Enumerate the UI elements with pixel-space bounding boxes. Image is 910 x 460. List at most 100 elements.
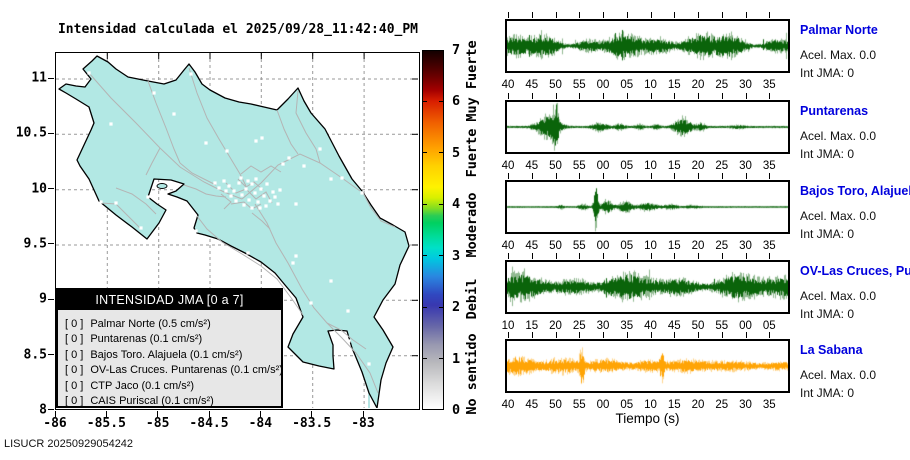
waveform-trace xyxy=(507,182,788,232)
axis-ticks xyxy=(505,253,790,260)
axis-tick xyxy=(532,12,533,18)
axis-tick xyxy=(422,255,427,257)
station-marker xyxy=(276,202,280,206)
station-marker xyxy=(222,179,226,183)
station-marker xyxy=(229,194,233,198)
map-inner-ticks xyxy=(106,53,418,357)
time-tick-label: 30 xyxy=(596,320,610,332)
time-tick-label: 15 xyxy=(667,240,681,252)
seismogram-row-bajos-toro: 40 45 50 55 00 05 10 15 20 25 30 35 Bajos Toro, Ala… xyxy=(502,173,910,260)
station-marker xyxy=(253,191,257,195)
time-tick-label: 30 xyxy=(739,399,752,411)
map-y-tick-label: 11 xyxy=(31,70,47,86)
time-tick-label: 15 xyxy=(667,399,681,411)
axis-tick xyxy=(698,253,699,259)
waveform-trace xyxy=(507,21,788,71)
axis-tick xyxy=(508,253,509,259)
footer-code: LISUCR 20250929054242 xyxy=(4,438,134,450)
station-marker xyxy=(250,182,254,186)
seismogram-plot xyxy=(505,19,790,73)
legend-item: [ 0 ] Puntarenas (0.1 cm/s²) xyxy=(65,332,277,347)
time-tick-label: 25 xyxy=(715,160,729,172)
time-tick-label: 20 xyxy=(549,320,562,332)
axis-tick xyxy=(746,173,747,179)
time-tick-label: 50 xyxy=(549,160,562,172)
axis-tick xyxy=(722,253,723,259)
time-tick-label: 05 xyxy=(620,160,634,172)
axis-tick xyxy=(532,253,533,259)
station-name: La Sabana xyxy=(800,343,863,357)
axis-tick xyxy=(556,173,557,179)
time-tick-label: 50 xyxy=(549,79,562,91)
axis-tick xyxy=(769,93,770,99)
axis-tick xyxy=(674,12,675,18)
station-marker xyxy=(254,177,258,181)
axis-tick xyxy=(674,93,675,99)
time-tick-label: 50 xyxy=(549,240,562,252)
station-marker xyxy=(227,184,231,188)
axis-tick xyxy=(603,93,604,99)
axis-tick xyxy=(422,358,427,360)
time-tick-label: 15 xyxy=(667,160,681,172)
axis-tick xyxy=(556,332,557,338)
time-axis-labels: 40 45 50 55 00 05 10 15 20 25 30 35 xyxy=(502,79,795,92)
axis-tick xyxy=(260,411,262,417)
station-marker xyxy=(246,179,250,183)
map-y-tick-label: 8.5 xyxy=(23,347,47,363)
axis-tick xyxy=(422,306,427,308)
axis-tick xyxy=(508,173,509,179)
legend-item-label: CAIS Puriscal (0.1 cm/s²) xyxy=(90,395,214,408)
axis-tick xyxy=(532,332,533,338)
time-tick-label: 00 xyxy=(596,240,610,252)
axis-tick xyxy=(722,173,723,179)
time-tick-label: 50 xyxy=(549,399,562,411)
axis-tick xyxy=(556,12,557,18)
acceleration-max: Acel. Max. 0.0 xyxy=(800,129,877,143)
time-tick-label: 15 xyxy=(667,79,681,91)
time-tick-label: 35 xyxy=(762,160,776,172)
axis-tick xyxy=(603,332,604,338)
time-tick-label: 05 xyxy=(620,399,634,411)
axis-tick xyxy=(769,253,770,259)
time-tick-label: 35 xyxy=(762,79,776,91)
station-marker xyxy=(217,186,221,190)
time-tick-label: 55 xyxy=(572,79,586,91)
axis-tick xyxy=(769,12,770,18)
axis-tick xyxy=(746,12,747,18)
time-tick-label: 40 xyxy=(501,160,515,172)
axis-tick xyxy=(508,93,509,99)
time-tick-label: 10 xyxy=(644,160,657,172)
legend-item-label: Palmar Norte (0.5 cm/s²) xyxy=(90,318,211,330)
map-x-tick-label: -83 xyxy=(351,416,375,431)
map-y-tick-label: 10.5 xyxy=(15,125,47,141)
legend-item: [ 0 ] OV-Las Cruces. Puntarenas (0.1 cm/s… xyxy=(65,363,283,378)
road-network xyxy=(88,67,396,394)
time-tick-label: 05 xyxy=(620,79,634,91)
time-tick-label: 55 xyxy=(572,240,586,252)
station-marker xyxy=(172,112,176,116)
station-name: Puntarenas xyxy=(800,104,869,118)
colorbar-tick-label: 2 xyxy=(452,299,461,316)
colorbar-tick-label: 0 xyxy=(452,402,461,418)
time-axis-labels: 40 45 50 55 00 05 10 15 20 25 30 35 xyxy=(501,160,795,173)
station-marker xyxy=(256,200,260,204)
axis-tick xyxy=(532,93,533,99)
axis-tick xyxy=(698,12,699,18)
station-marker xyxy=(99,200,103,204)
map-y-tick-label: 9.5 xyxy=(23,236,47,252)
legend-header: INTENSIDAD JMA [0 a 7] xyxy=(58,290,281,310)
axis-tick xyxy=(439,100,444,102)
time-tick-label: 15 xyxy=(525,320,539,332)
colorbar-category-label: Debil xyxy=(464,279,480,320)
station-marker xyxy=(254,139,258,143)
axis-tick xyxy=(674,332,675,338)
axis-tick xyxy=(651,173,652,179)
axis-tick xyxy=(698,93,699,99)
time-tick-label: 30 xyxy=(739,160,752,172)
station-markers xyxy=(87,71,391,366)
station-marker xyxy=(268,199,272,203)
map-x-tick-label: -84.5 xyxy=(189,416,229,431)
legend-item-value: [ 0 ] xyxy=(65,318,84,330)
station-marker xyxy=(346,309,350,313)
station-marker xyxy=(367,362,371,366)
